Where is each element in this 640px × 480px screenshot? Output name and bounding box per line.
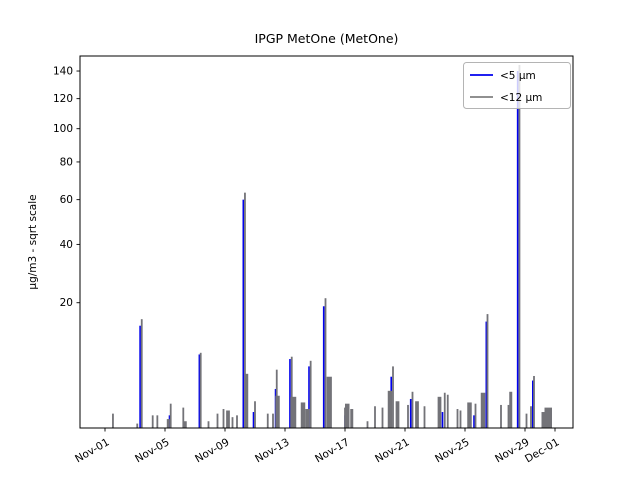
spike-5um	[516, 71, 519, 428]
spike-12um	[216, 413, 219, 428]
x-tick-label: Nov-09	[193, 436, 231, 465]
spike-12um	[480, 392, 486, 428]
spike-12um	[169, 403, 172, 428]
spike-12um	[199, 352, 202, 428]
spike-12um	[518, 64, 521, 428]
spike-12um	[112, 413, 114, 428]
legend-label-0: <5 µm	[500, 70, 536, 82]
spike-12um	[525, 413, 528, 428]
spike-12um	[486, 314, 489, 428]
spike-12um	[309, 360, 312, 428]
spike-12um	[266, 413, 269, 428]
spike-12um	[423, 406, 426, 428]
spike-12um	[151, 415, 154, 428]
spike-12um	[541, 412, 545, 428]
spike-5um	[322, 306, 325, 428]
spike-12um	[156, 415, 159, 428]
spike-12um	[254, 401, 256, 428]
spike-12um	[231, 417, 234, 428]
spike-5um	[198, 354, 201, 428]
x-tick-label: Nov-13	[253, 436, 291, 465]
spike-12um	[324, 298, 327, 428]
spike-5um	[473, 415, 475, 428]
x-tick-label: Nov-25	[433, 436, 471, 465]
chart-title: IPGP MetOne (MetOne)	[254, 31, 399, 46]
spike-12um	[290, 396, 297, 428]
spike-5um	[252, 412, 255, 428]
spike-12um	[443, 392, 446, 428]
spike-12um	[222, 409, 225, 428]
x-tick-label: Nov-17	[313, 436, 351, 465]
spike-12um	[500, 404, 502, 428]
spike-12um	[437, 396, 442, 428]
spike-12um	[411, 391, 414, 428]
spike-5um	[308, 366, 310, 428]
spike-12um	[415, 401, 419, 428]
spike-5um	[139, 325, 141, 428]
spike-12um	[456, 409, 459, 428]
y-tick-label: 20	[60, 297, 73, 309]
spike-12um	[326, 376, 332, 428]
spike-12um	[140, 319, 143, 428]
y-tick-label: 100	[53, 123, 73, 135]
y-tick-label: 40	[60, 239, 73, 251]
spike-12um	[207, 421, 210, 428]
spike-5um	[441, 412, 444, 428]
spike-12um	[549, 407, 552, 428]
spike-12um	[407, 404, 409, 428]
x-tick-label: Nov-21	[373, 436, 411, 465]
spike-12um	[446, 394, 449, 428]
spike-12um	[236, 415, 238, 428]
spike-5um	[289, 359, 291, 428]
spike-12um	[244, 192, 246, 428]
spike-12um	[459, 410, 462, 428]
y-tick-label: 80	[60, 156, 73, 168]
spike-12um	[345, 403, 350, 428]
spike-12um	[381, 407, 384, 428]
spike-12um	[290, 356, 293, 428]
y-tick-label: 120	[53, 93, 73, 105]
spike-12um	[544, 407, 549, 428]
spike-12um	[182, 407, 185, 428]
x-tick-label: Nov-05	[133, 436, 171, 465]
spike-12um	[474, 403, 477, 428]
spike-12um	[530, 406, 532, 428]
spike-5um	[409, 398, 412, 428]
spike-5um	[242, 199, 245, 428]
spike-12um	[300, 402, 306, 428]
spike-12um	[374, 406, 376, 428]
x-tick-label: Dec-01	[523, 436, 561, 465]
spike-12um	[183, 421, 187, 428]
spike-12um	[507, 404, 510, 428]
spike-12um	[509, 391, 513, 428]
legend-label-1: <12 µm	[500, 92, 542, 104]
spike-12um	[350, 409, 354, 428]
spike-12um	[226, 410, 230, 428]
spike-12um	[272, 413, 274, 428]
axes-frame	[79, 55, 574, 429]
spike-12um	[275, 395, 280, 428]
spike-12um	[136, 423, 139, 428]
spike-12um	[366, 421, 369, 428]
x-tick-label: Nov-01	[73, 436, 111, 465]
spike-12um	[387, 390, 393, 428]
spike-12um	[533, 375, 535, 428]
spike-12um	[392, 366, 394, 428]
spike-12um	[395, 401, 400, 428]
spike-5um	[485, 321, 488, 428]
y-tick-label: 60	[60, 194, 73, 206]
spike-12um	[166, 419, 170, 428]
spike-12um	[467, 402, 472, 428]
y-tick-label: 140	[53, 66, 73, 78]
spike-12um	[305, 409, 310, 428]
spike-12um	[245, 373, 249, 428]
spike-5um	[532, 380, 534, 428]
